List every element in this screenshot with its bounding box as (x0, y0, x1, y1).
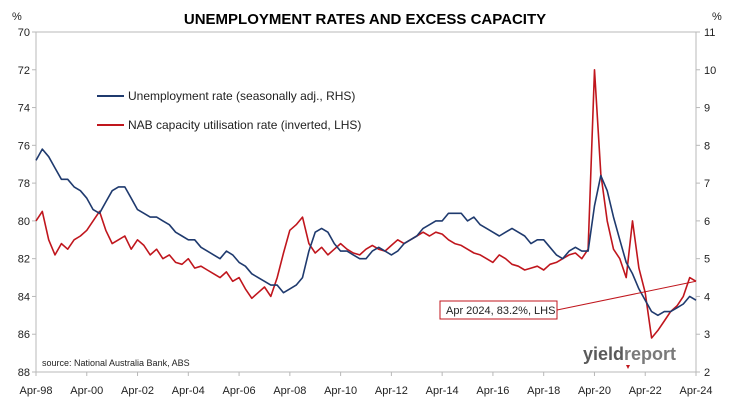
x-tick-label: Apr-12 (375, 385, 408, 397)
chart-title: UNEMPLOYMENT RATES AND EXCESS CAPACITY (184, 11, 546, 28)
source-note: source: National Australia Bank, ABS (42, 358, 190, 368)
left-tick-label: 74 (18, 103, 30, 115)
x-tick-label: Apr-02 (121, 385, 154, 397)
x-tick-label: Apr-04 (172, 385, 205, 397)
annotation: Apr 2024, 83.2%, LHS (439, 280, 697, 320)
right-tick-label: 7 (704, 178, 710, 190)
right-tick-label: 9 (704, 103, 710, 115)
left-tick-label: 88 (18, 367, 30, 379)
logo-marker-icon (626, 365, 630, 369)
right-tick-label: 8 (704, 140, 710, 152)
right-tick-label: 2 (704, 367, 710, 379)
left-tick-label: 76 (18, 140, 30, 152)
right-tick-label: 5 (704, 254, 710, 266)
x-tick-label: Apr-24 (679, 385, 712, 397)
left-tick-label: 72 (18, 65, 30, 77)
left-tick-label: 78 (18, 178, 30, 190)
x-tick-label: Apr-22 (629, 385, 662, 397)
annotation-leader-line (556, 280, 697, 311)
right-tick-label: 10 (704, 65, 716, 77)
left-axis-unit: % (12, 11, 22, 23)
annotation-box (439, 300, 558, 320)
right-tick-label: 3 (704, 329, 710, 341)
x-tick-label: Apr-20 (578, 385, 611, 397)
right-axis: 2 3 4 5 6 7 8 9 10 11 (696, 27, 716, 379)
x-tick-label: Apr-14 (426, 385, 459, 397)
right-tick-label: 11 (704, 27, 715, 39)
plot-area (35, 31, 697, 373)
legend: Unemployment rate (seasonally adj., RHS)… (97, 89, 361, 132)
series-line-unemployment (35, 148, 697, 317)
x-tick-label: Apr-10 (324, 385, 357, 397)
x-tick-label: Apr-00 (70, 385, 103, 397)
x-tick-label: Apr-98 (19, 385, 52, 397)
legend-label-capacity: NAB capacity utilisation rate (inverted,… (128, 118, 361, 132)
logo-text: yieldreport (583, 344, 676, 364)
right-tick-label: 4 (704, 291, 710, 303)
left-tick-label: 70 (18, 27, 30, 39)
right-tick-label: 6 (704, 216, 710, 228)
legend-label-unemployment: Unemployment rate (seasonally adj., RHS) (128, 89, 355, 103)
x-tick-label: Apr-18 (527, 385, 560, 397)
left-tick-label: 80 (18, 216, 30, 228)
right-axis-unit: % (712, 11, 722, 23)
left-tick-label: 86 (18, 329, 30, 341)
x-tick-label: Apr-06 (223, 385, 256, 397)
series-layer (35, 69, 697, 339)
left-tick-label: 82 (18, 254, 30, 266)
yieldreport-logo: yieldreport (583, 344, 676, 369)
x-tick-label: Apr-16 (476, 385, 509, 397)
annotation-text: Apr 2024, 83.2%, LHS (446, 305, 555, 317)
series-line-capacity (35, 69, 697, 339)
x-tick-label: Apr-08 (273, 385, 306, 397)
left-tick-label: 84 (18, 291, 30, 303)
left-axis: 70 72 74 76 78 80 82 84 86 88 (18, 27, 36, 379)
x-axis: Apr-98 Apr-00 Apr-02 Apr-04 Apr-06 Apr-08 Apr-… (19, 372, 713, 397)
